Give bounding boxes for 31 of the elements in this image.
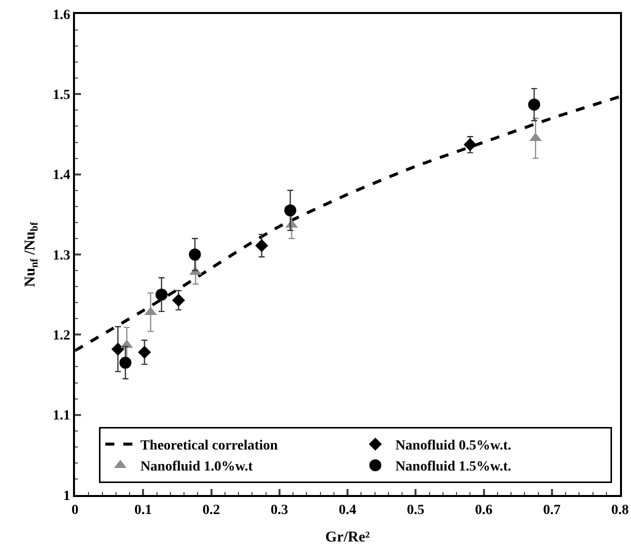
- point: [156, 288, 168, 301]
- x-axis-title: Gr/Re²: [325, 529, 370, 546]
- x-tick-label: 0.3: [270, 502, 288, 518]
- y-tick-label: 1.6: [52, 8, 70, 23]
- x-tick-label: 0.2: [202, 502, 220, 518]
- x-tick-label: 0: [72, 502, 78, 518]
- point: [528, 98, 540, 111]
- legend-label: Nanofluid 1.0%w.t: [140, 460, 254, 475]
- point: [111, 342, 124, 356]
- y-tick-label: 1: [63, 488, 70, 504]
- point: [188, 248, 201, 260]
- x-tick-label: 0.6: [475, 502, 492, 518]
- y-tick-label: 1.2: [52, 328, 70, 344]
- point: [172, 294, 186, 307]
- point: [119, 356, 132, 369]
- point: [284, 204, 296, 216]
- point: [255, 239, 268, 252]
- y-tick-label: 1.4: [52, 168, 70, 184]
- x-tick-label: 0.8: [611, 502, 629, 518]
- legend-label: Theoretical correlation: [140, 438, 278, 454]
- y-tick-label: 1.1: [52, 408, 70, 424]
- legend-label: Nanofluid 0.5%w.t.: [395, 438, 512, 454]
- y-tick-label: 1.3: [52, 248, 70, 264]
- legend-label: Nanofluid 1.5%w.t.: [395, 460, 512, 475]
- x-tick-label: 0.5: [406, 502, 424, 518]
- point: [138, 346, 151, 359]
- x-tick-label: 0.7: [543, 502, 561, 518]
- y-tick-label: 1.5: [52, 88, 70, 104]
- point: [464, 138, 477, 152]
- x-tick-label: 0.1: [134, 502, 152, 518]
- x-tick-label: 0.4: [338, 502, 356, 518]
